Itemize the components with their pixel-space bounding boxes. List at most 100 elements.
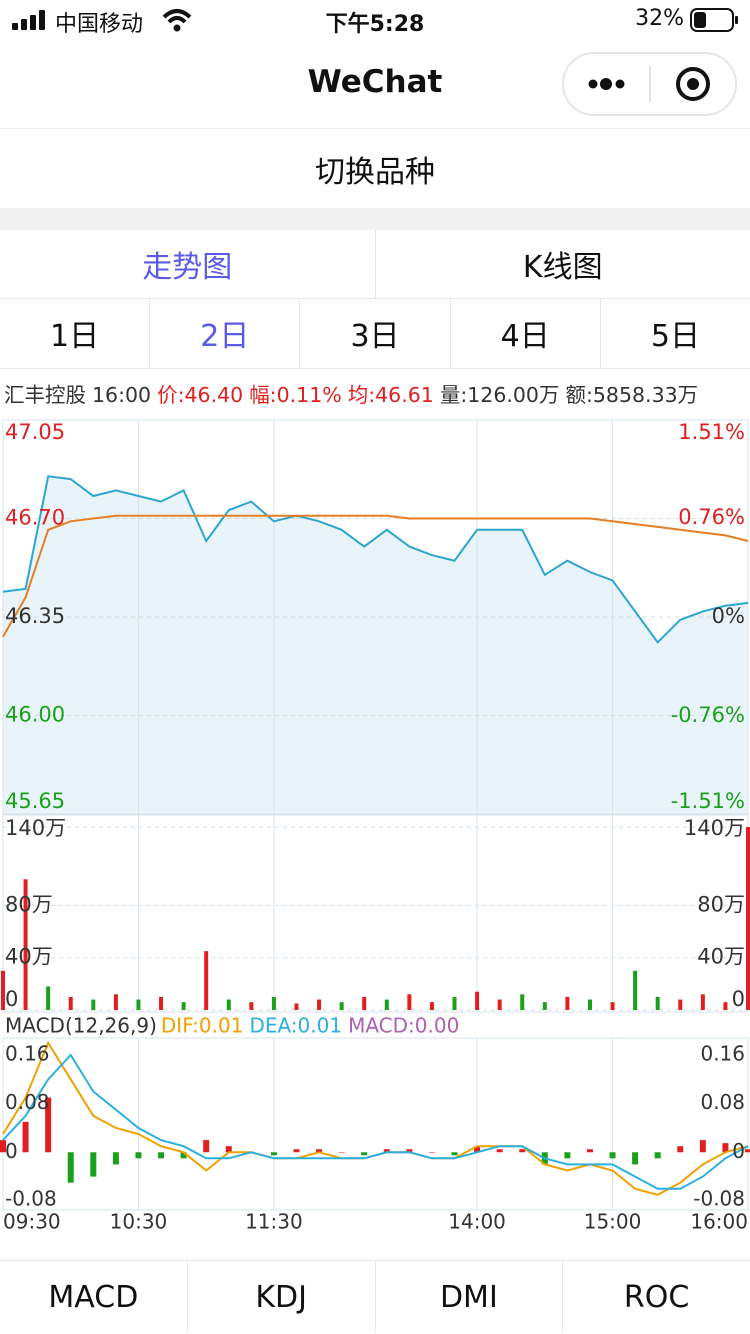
carrier: 中国移动 — [55, 12, 144, 37]
dif-line — [2, 1040, 749, 1196]
volume-tick-label: 0 — [732, 987, 745, 1011]
volume-tick-label: 80万 — [697, 892, 745, 916]
volume-bar — [226, 999, 231, 1010]
chart-tab[interactable]: 走势图 — [142, 250, 233, 285]
info-item: 汇丰控股 — [4, 383, 86, 407]
signal-icon — [12, 10, 45, 30]
macd-bar — [361, 1152, 368, 1156]
macd-tick-label: 0.08 — [700, 1090, 745, 1114]
price-line — [2, 475, 749, 644]
macd-title: MACD(12,26,9) — [5, 1014, 157, 1038]
period-tab[interactable]: 1日 — [50, 319, 100, 354]
volume-bar — [271, 996, 276, 1010]
macd-bar — [496, 1149, 503, 1153]
info-item: 16:00 — [92, 383, 152, 407]
macd-label: DEA:0.01 — [249, 1014, 342, 1038]
volume-bar — [23, 879, 28, 1010]
macd-bar — [158, 1152, 165, 1159]
macd-bar — [45, 1097, 52, 1153]
y-tick-label: 46.35 — [5, 604, 65, 628]
tab-bar: 走势图 K线图 — [0, 230, 750, 299]
volume-bar — [407, 994, 412, 1010]
macd-tick-label: 0 — [5, 1139, 18, 1163]
info-line: 汇丰控股 16:00 价:46.40 幅:0.11% 均:46.61 量:126.00万额… — [4, 378, 704, 408]
volume-bar — [68, 996, 73, 1010]
volume-bar — [159, 996, 164, 1010]
macd-bar — [225, 1146, 232, 1153]
volume-tick-label: 40万 — [5, 945, 53, 969]
period-tab[interactable]: 2日 — [149, 298, 299, 368]
macd-tick-label: -0.08 — [5, 1187, 57, 1211]
macd-bar — [67, 1152, 74, 1183]
macd-bar — [90, 1152, 97, 1177]
macd-bar — [316, 1149, 323, 1153]
period-bar: 1日 2日 3日 4日 5日 — [0, 298, 750, 369]
macd-bar — [383, 1149, 390, 1153]
volume-bar — [384, 999, 389, 1010]
switch-button[interactable]: 切换品种 — [0, 128, 750, 208]
volume-tick-label: 140万 — [684, 816, 745, 840]
info-item: 均:46.61 — [347, 383, 434, 407]
volume-tick-label: 0 — [5, 987, 18, 1011]
x-tick-label: 15:00 — [584, 1210, 642, 1234]
y-tick-label: 46.70 — [5, 506, 65, 530]
volume-bar — [610, 1002, 615, 1010]
indicator-tab[interactable]: KDJ — [186, 1261, 375, 1333]
price-area — [3, 476, 748, 814]
battery-percent: 32% — [635, 6, 684, 31]
indicator-tab[interactable]: MACD — [48, 1279, 139, 1315]
volume-bar — [46, 986, 51, 1010]
macd-bar — [699, 1140, 706, 1153]
macd-bar — [406, 1149, 413, 1153]
nav-title: WeChat — [307, 64, 443, 100]
macd-bar — [0, 1140, 6, 1153]
volume-bar — [520, 994, 525, 1010]
macd-tick-label: 0 — [732, 1139, 745, 1163]
macd-bar — [112, 1152, 119, 1165]
y-tick-label: 46.00 — [5, 703, 65, 727]
nav-bar: WeChat — [0, 40, 750, 128]
capsule[interactable] — [562, 52, 738, 118]
x-tick-label: 10:30 — [110, 1210, 168, 1234]
volume-bar — [700, 994, 705, 1010]
macd-tick-label: 0.16 — [700, 1042, 745, 1066]
indicator-tab[interactable]: DMI — [374, 1261, 563, 1333]
volume-bar — [294, 1003, 299, 1010]
average-line — [2, 514, 749, 638]
macd-bar — [203, 1140, 210, 1153]
volume-bar — [475, 991, 480, 1010]
indicator-bar: MACD KDJ DMI ROC — [0, 1260, 750, 1333]
y2-tick-label: 1.51% — [678, 420, 745, 444]
period-tab[interactable]: 4日 — [449, 298, 600, 368]
info-item: 幅:0.11% — [249, 383, 342, 407]
macd-bar — [677, 1146, 684, 1153]
battery-icon — [690, 8, 738, 32]
volume-tick-label: 140万 — [5, 816, 66, 840]
volume-bar — [339, 1002, 344, 1010]
y2-tick-label: -0.76% — [671, 703, 745, 727]
separator — [0, 208, 750, 230]
period-tab[interactable]: 5日 — [599, 298, 750, 368]
info-item: 价:46.40 — [157, 383, 244, 407]
volume-bar — [204, 951, 209, 1010]
volume-bar — [181, 1002, 186, 1010]
macd-bar — [745, 1149, 750, 1153]
volume-bar — [542, 1002, 547, 1010]
indicator-tab[interactable]: ROC — [562, 1261, 750, 1333]
volume-tick-label: 40万 — [697, 945, 745, 969]
volume-bar — [317, 999, 322, 1010]
chart: 47.05 46.70 46.35 46.00 45.65 1.51% 0.76% 0% -0.… — [0, 419, 750, 1234]
period-tab[interactable]: 3日 — [299, 298, 449, 368]
volume-bar — [452, 996, 457, 1010]
chart-tab[interactable]: K线图 — [374, 230, 750, 298]
macd-bar — [180, 1152, 187, 1159]
macd-tick-label: -0.08 — [693, 1187, 745, 1211]
y2-tick-label: -1.51% — [671, 789, 745, 813]
macd-bar — [564, 1152, 571, 1159]
volume-bar — [633, 970, 638, 1010]
macd-label: MACD:0.00 — [348, 1014, 459, 1038]
y2-tick-label: 0.76% — [678, 505, 745, 529]
info-item: 量:126.00万 — [439, 383, 560, 407]
volume-bar — [655, 996, 660, 1010]
